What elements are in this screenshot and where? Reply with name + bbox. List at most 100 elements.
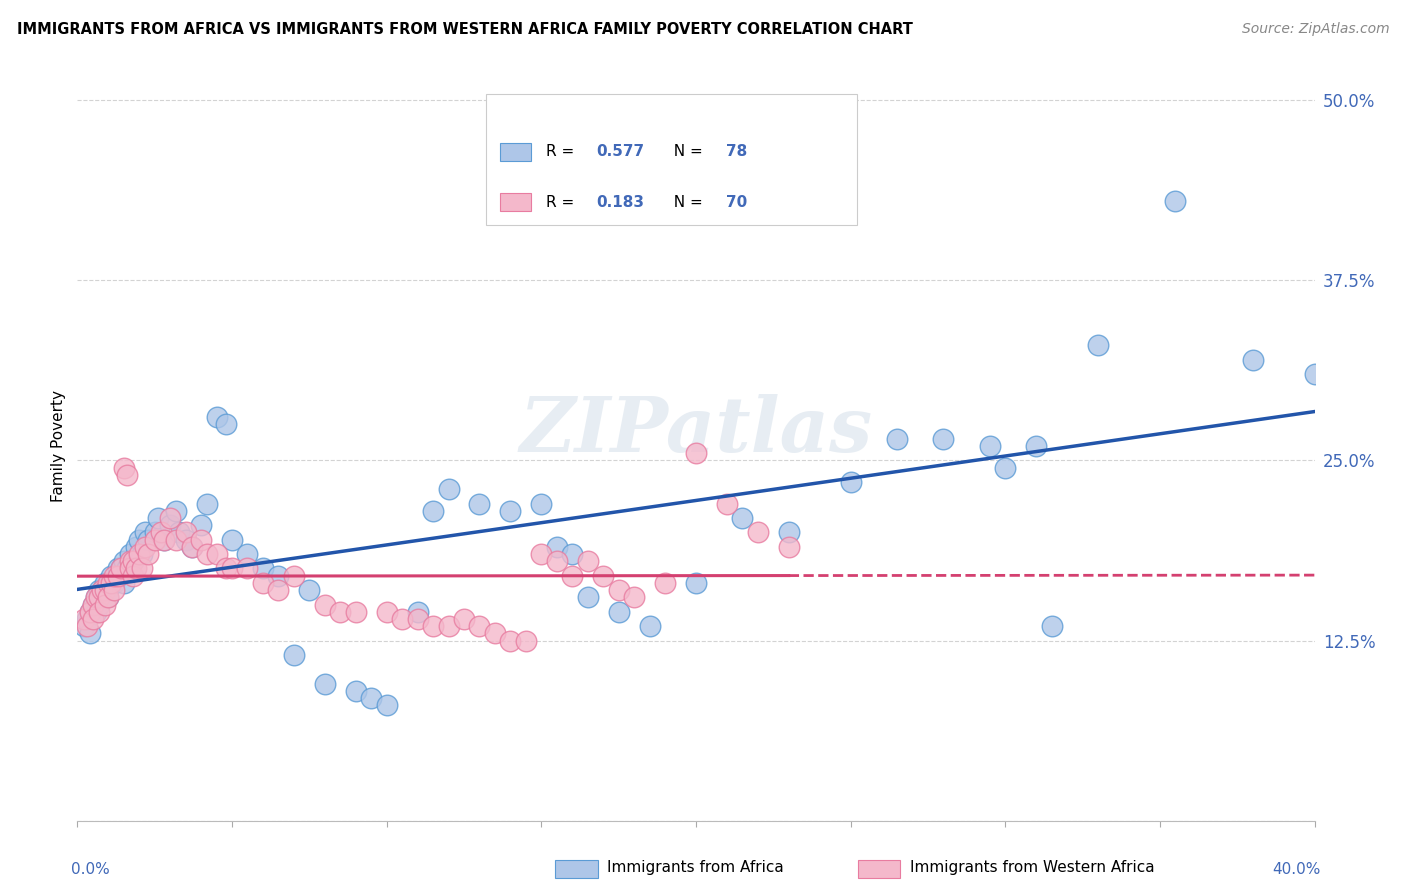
Text: R =: R = [547, 144, 579, 159]
Point [91, 583, 114, 598]
Point [1087, 338, 1109, 352]
Point [546, 554, 568, 568]
Point [344, 605, 367, 619]
Point [453, 612, 475, 626]
Point [72, 612, 94, 626]
Point [118, 554, 141, 568]
Point [267, 568, 290, 582]
Point [515, 633, 537, 648]
Point [94, 598, 117, 612]
Point [138, 533, 160, 547]
Point [283, 648, 305, 662]
Point [100, 568, 122, 582]
Point [267, 583, 290, 598]
Text: Immigrants from Africa: Immigrants from Africa [607, 861, 785, 875]
Point [118, 561, 141, 575]
Text: 78: 78 [725, 144, 747, 159]
Point [94, 575, 117, 590]
Point [87, 598, 110, 612]
Point [592, 568, 614, 582]
Point [546, 540, 568, 554]
Point [169, 525, 191, 540]
Point [215, 561, 238, 575]
Point [375, 605, 398, 619]
Point [406, 605, 429, 619]
Point [638, 619, 661, 633]
Point [94, 583, 117, 598]
Point [107, 568, 129, 582]
Point [138, 547, 160, 561]
Point [84, 605, 107, 619]
Point [97, 575, 120, 590]
Point [76, 612, 98, 626]
Point [391, 612, 413, 626]
Point [165, 533, 187, 547]
Point [221, 533, 243, 547]
Point [716, 497, 738, 511]
Point [76, 619, 98, 633]
Text: IMMIGRANTS FROM AFRICA VS IMMIGRANTS FROM WESTERN AFRICA FAMILY POVERTY CORRELAT: IMMIGRANTS FROM AFRICA VS IMMIGRANTS FRO… [17, 22, 912, 37]
Point [561, 547, 583, 561]
Point [437, 619, 460, 633]
Point [97, 583, 120, 598]
Point [79, 605, 101, 619]
Point [298, 583, 321, 598]
Point [134, 525, 156, 540]
Point [236, 561, 259, 575]
Point [128, 547, 150, 561]
Point [107, 561, 129, 575]
Point [530, 497, 553, 511]
Point [159, 511, 181, 525]
Point [731, 511, 754, 525]
Point [195, 547, 218, 561]
Point [422, 504, 444, 518]
Point [128, 533, 150, 547]
FancyBboxPatch shape [485, 94, 856, 225]
Text: 0.183: 0.183 [596, 195, 644, 210]
Point [134, 540, 156, 554]
Point [530, 547, 553, 561]
Point [115, 467, 138, 482]
Point [103, 575, 125, 590]
Point [87, 583, 110, 598]
Point [215, 417, 238, 432]
Text: 0.577: 0.577 [596, 144, 644, 159]
Point [110, 561, 132, 575]
Point [82, 612, 104, 626]
Point [143, 533, 166, 547]
Point [190, 533, 212, 547]
Point [205, 547, 228, 561]
Point [778, 525, 800, 540]
Point [252, 561, 274, 575]
Text: R =: R = [547, 195, 579, 210]
Point [110, 561, 132, 575]
Text: N =: N = [664, 144, 707, 159]
Point [125, 561, 148, 575]
Point [72, 619, 94, 633]
Point [1241, 352, 1264, 367]
Point [576, 554, 599, 568]
Point [499, 633, 522, 648]
Point [484, 626, 506, 640]
Point [146, 511, 169, 525]
Point [174, 533, 197, 547]
Point [131, 561, 153, 575]
Point [979, 439, 1001, 453]
Point [122, 554, 145, 568]
Point [153, 533, 176, 547]
Point [685, 446, 707, 460]
Text: Source: ZipAtlas.com: Source: ZipAtlas.com [1241, 22, 1389, 37]
Point [360, 691, 382, 706]
Point [1040, 619, 1063, 633]
Text: 40.0%: 40.0% [1272, 862, 1320, 877]
Point [190, 518, 212, 533]
Point [153, 533, 176, 547]
Point [79, 605, 101, 619]
Point [107, 568, 129, 582]
Point [422, 619, 444, 633]
Point [314, 677, 336, 691]
Point [654, 575, 676, 590]
Point [406, 612, 429, 626]
Point [561, 568, 583, 582]
Point [607, 605, 630, 619]
